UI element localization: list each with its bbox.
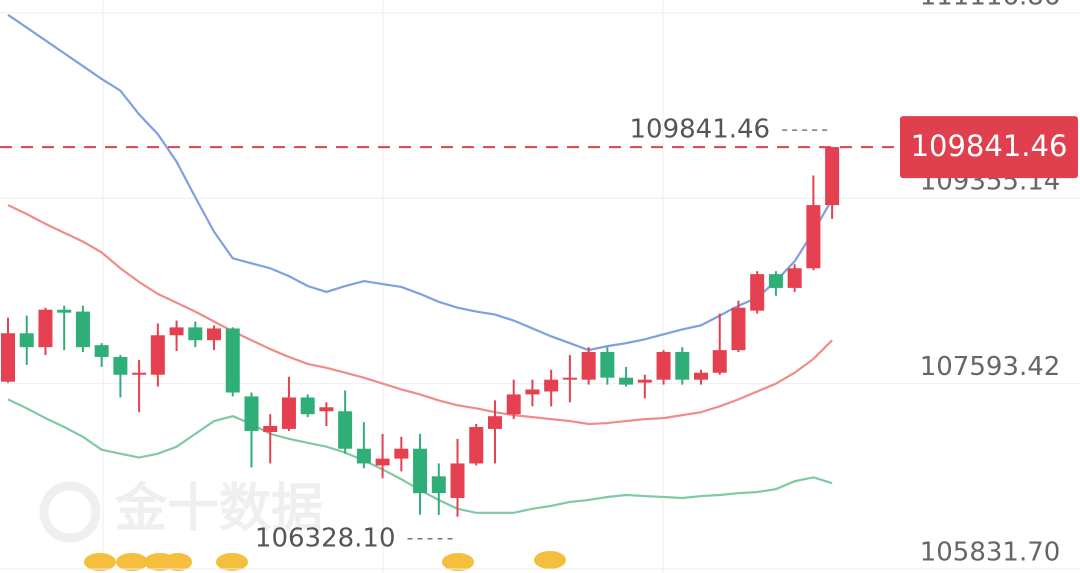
candle-body [450, 463, 465, 498]
candle-body [225, 328, 240, 393]
candle-body [319, 407, 334, 412]
candle-body [562, 377, 577, 380]
candle-body [694, 372, 709, 380]
y-tick-label: 111116.86 [920, 0, 1061, 11]
y-tick-label: 105831.70 [920, 538, 1061, 568]
candle-body [787, 268, 802, 288]
last-price-label: 109841.46 [911, 129, 1068, 163]
candle-body [300, 397, 315, 415]
candle-body [263, 425, 278, 432]
y-tick-label: 107593.42 [920, 352, 1061, 382]
candle-body [581, 352, 596, 380]
candle-body [356, 448, 371, 464]
candle-body [132, 372, 147, 375]
candle-body [57, 309, 72, 313]
candle-body [207, 328, 222, 341]
candle-body [375, 458, 390, 466]
candle-body [806, 205, 821, 269]
candle-body [600, 352, 615, 378]
candle-body [1, 333, 15, 382]
candle-body [544, 379, 559, 392]
candle-body [281, 397, 296, 429]
candle-body [169, 327, 184, 336]
last-price-box [900, 116, 1078, 179]
whale-icons [84, 551, 566, 571]
candle-body [113, 356, 128, 375]
candle-body [825, 147, 840, 206]
candle-body [19, 333, 34, 348]
candle-body [94, 345, 109, 357]
moving-line [7, 13, 834, 352]
moving-line [7, 204, 833, 426]
icon [216, 553, 248, 571]
candle-body [38, 309, 53, 348]
candle-body [431, 476, 446, 494]
candle-body [750, 274, 765, 311]
icon [442, 553, 474, 571]
candle-body [413, 448, 428, 494]
annotation-label: 109841.46 [630, 115, 771, 145]
annotation-label: 106328.10 [255, 523, 396, 553]
candle-body [656, 352, 671, 380]
candle-body [712, 350, 727, 373]
icon [534, 551, 566, 569]
candle-body [188, 327, 203, 341]
icon [164, 553, 192, 571]
candle-body [637, 379, 652, 383]
candle-body [619, 377, 634, 385]
candle-body [244, 396, 259, 431]
watermark: 金十数据 [114, 479, 323, 539]
candle-body [768, 274, 783, 288]
watermark-logo [39, 481, 101, 543]
candle-body [525, 389, 540, 395]
candle-body [469, 427, 484, 464]
candle-body [394, 448, 409, 459]
candle-body [731, 307, 746, 351]
candle-body [675, 352, 690, 380]
candle-body [487, 416, 502, 429]
candle-body [338, 411, 353, 449]
candle-body [150, 335, 165, 375]
candle-body [506, 394, 521, 415]
icon [116, 553, 148, 571]
candle-body [75, 311, 90, 348]
icon [84, 553, 116, 571]
